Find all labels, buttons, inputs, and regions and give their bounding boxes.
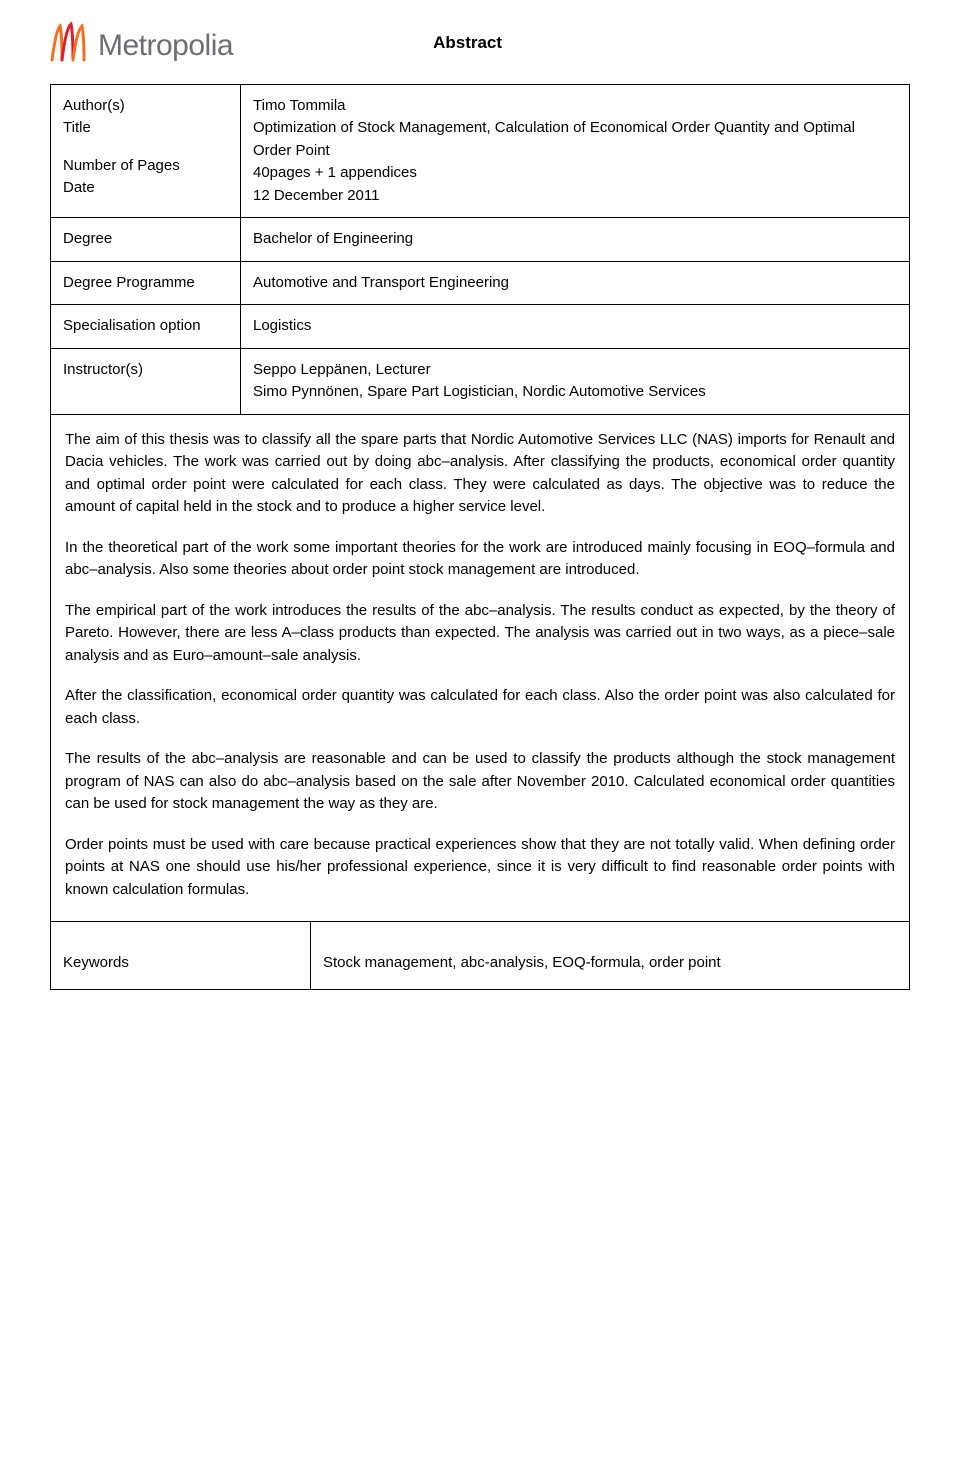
meta-right-cell: Timo Tommila Optimization of Stock Manag… <box>241 84 910 218</box>
body-paragraph: The empirical part of the work introduce… <box>65 600 895 668</box>
programme-label: Degree Programme <box>51 261 241 305</box>
specialisation-label: Specialisation option <box>51 305 241 349</box>
author-value: Timo Tommila <box>253 95 897 118</box>
pages-value: 40pages + 1 appendices <box>253 162 897 185</box>
body-paragraph: The aim of this thesis was to classify a… <box>65 429 895 519</box>
instructor-label: Instructor(s) <box>51 348 241 414</box>
title-label: Title <box>63 117 228 140</box>
metadata-table: Author(s) Title Number of Pages Date Tim… <box>50 84 910 415</box>
programme-value: Automotive and Transport Engineering <box>241 261 910 305</box>
logo: Metropolia <box>50 20 233 72</box>
body-paragraph: Order points must be used with care beca… <box>65 834 895 902</box>
abstract-body: The aim of this thesis was to classify a… <box>50 415 910 923</box>
instructor-value-1: Seppo Leppänen, Lecturer <box>253 359 897 382</box>
instructor-value-2: Simo Pynnönen, Spare Part Logistician, N… <box>253 381 897 404</box>
pages-label: Number of Pages <box>63 155 228 178</box>
specialisation-value: Logistics <box>241 305 910 349</box>
logo-text: Metropolia <box>98 23 233 68</box>
degree-value: Bachelor of Engineering <box>241 218 910 262</box>
meta-left-cell: Author(s) Title Number of Pages Date <box>51 84 241 218</box>
title-value: Optimization of Stock Management, Calcul… <box>253 117 897 162</box>
date-label: Date <box>63 177 228 200</box>
body-paragraph: The results of the abc–analysis are reas… <box>65 748 895 816</box>
instructor-value-cell: Seppo Leppänen, Lecturer Simo Pynnönen, … <box>241 348 910 414</box>
date-value: 12 December 2011 <box>253 185 897 208</box>
body-paragraph: In the theoretical part of the work some… <box>65 537 895 582</box>
keywords-label: Keywords <box>51 922 311 989</box>
body-paragraph: After the classification, economical ord… <box>65 685 895 730</box>
author-label: Author(s) <box>63 95 228 118</box>
keywords-table: Keywords Stock management, abc-analysis,… <box>50 922 910 990</box>
page-header: Metropolia Abstract <box>50 20 910 72</box>
keywords-value: Stock management, abc-analysis, EOQ-form… <box>311 922 910 989</box>
page-title: Abstract <box>433 30 502 56</box>
degree-label: Degree <box>51 218 241 262</box>
logo-icon <box>50 20 90 72</box>
